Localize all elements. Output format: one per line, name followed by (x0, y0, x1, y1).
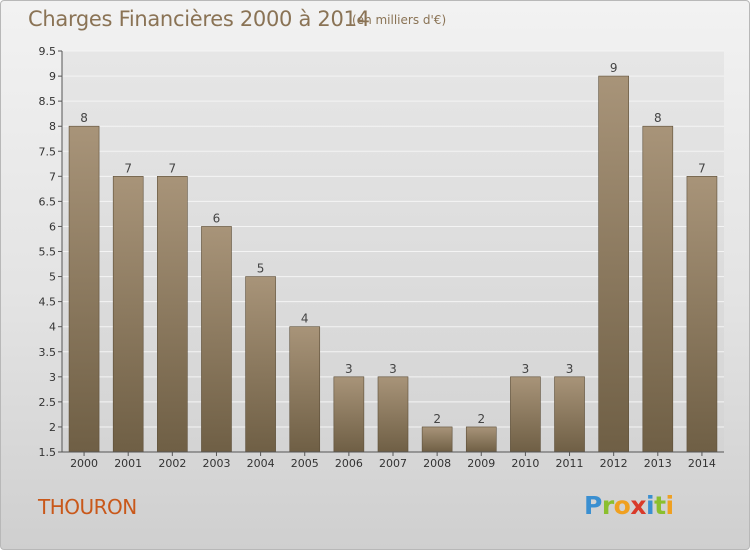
bar-2011[interactable] (554, 376, 585, 453)
bar-2012[interactable] (598, 75, 629, 453)
y-tick-label: 6.5 (39, 195, 57, 208)
data-label: 3 (345, 362, 353, 376)
y-tick-label: 5 (49, 271, 56, 284)
logo-letter: o (613, 491, 631, 520)
bar-2003[interactable] (201, 226, 232, 453)
bar-2004[interactable] (245, 276, 276, 453)
data-label: 8 (654, 111, 662, 125)
bar-2005[interactable] (289, 326, 321, 453)
data-label: 6 (213, 211, 221, 225)
y-tick-label: 7.5 (39, 145, 57, 158)
x-tick-label: 2014 (688, 457, 716, 470)
data-label: 5 (257, 262, 265, 276)
bar-2002[interactable] (157, 176, 188, 453)
y-tick-label: 6 (49, 220, 56, 233)
y-tick-label: 2.5 (39, 396, 57, 409)
x-tick-label: 2003 (202, 457, 230, 470)
bar-2007[interactable] (377, 376, 409, 453)
logo-letter: x (630, 491, 646, 520)
bar-2009[interactable] (465, 426, 497, 453)
bar-2001[interactable] (112, 176, 144, 453)
bar-2014[interactable] (686, 176, 718, 453)
data-label: 4 (301, 312, 309, 326)
bar-2013[interactable] (642, 125, 674, 453)
x-tick-label: 2012 (600, 457, 628, 470)
y-tick-label: 3 (49, 371, 56, 384)
bar-2006[interactable] (333, 376, 365, 453)
y-tick-label: 4.5 (39, 296, 57, 309)
y-tick-label: 1.5 (39, 446, 57, 459)
bar-2000[interactable] (68, 125, 100, 453)
logo-letter: r (601, 491, 614, 520)
bar-2010[interactable] (510, 376, 541, 453)
x-tick-label: 2004 (247, 457, 275, 470)
data-label: 2 (477, 412, 485, 426)
chart-subtitle: (en milliers d'€) (352, 13, 447, 27)
data-label: 3 (522, 362, 530, 376)
y-tick-label: 4 (49, 321, 56, 334)
x-tick-label: 2006 (335, 457, 363, 470)
y-tick-label: 8 (49, 120, 56, 133)
logo-letter: i (646, 491, 655, 520)
y-tick-label: 3.5 (39, 346, 57, 359)
y-tick-label: 2 (49, 421, 56, 434)
data-label: 9 (610, 61, 618, 75)
y-tick-label: 5.5 (39, 246, 57, 259)
x-tick-label: 2001 (114, 457, 142, 470)
y-tick-label: 9.5 (39, 45, 57, 58)
bars: 8 7 7 6 5 4 3 3 2 2 3 3 9 8 7 (68, 61, 718, 453)
x-tick-label: 2007 (379, 457, 407, 470)
y-tick-label: 8.5 (39, 95, 57, 108)
bar-2008[interactable] (421, 426, 453, 453)
commune-name: THOURON (38, 495, 137, 519)
chart-title: Charges Financières 2000 à 2014 (28, 7, 370, 31)
y-tick-label: 7 (49, 170, 56, 183)
x-tick-label: 2010 (511, 457, 539, 470)
x-tick-label: 2002 (158, 457, 186, 470)
data-label: 7 (169, 161, 177, 175)
x-axis: 2000 2001 2002 2003 2004 2005 2006 2007 2008 2009… (62, 451, 724, 470)
x-tick-label: 2005 (291, 457, 319, 470)
y-tick-label: 9 (49, 70, 56, 83)
y-axis: 1.5 2 2.5 3 3.5 4 4.5 5 5.5 6 6.5 7 7.5 8 8.5 9 9.5 (39, 45, 63, 459)
data-label: 7 (124, 161, 132, 175)
x-tick-label: 2000 (70, 457, 98, 470)
data-label: 3 (389, 362, 397, 376)
logo-letter: i (665, 491, 675, 520)
data-label: 2 (433, 412, 441, 426)
x-tick-label: 2009 (467, 457, 495, 470)
logo-letter: P (584, 491, 602, 520)
x-tick-label: 2008 (423, 457, 451, 470)
x-tick-label: 2013 (644, 457, 672, 470)
data-label: 7 (698, 161, 706, 175)
x-tick-label: 2011 (556, 457, 584, 470)
data-label: 8 (80, 111, 88, 125)
logo-letter: t (654, 491, 666, 520)
data-label: 3 (566, 362, 574, 376)
proxiti-logo[interactable]: Proxiti (584, 491, 674, 520)
